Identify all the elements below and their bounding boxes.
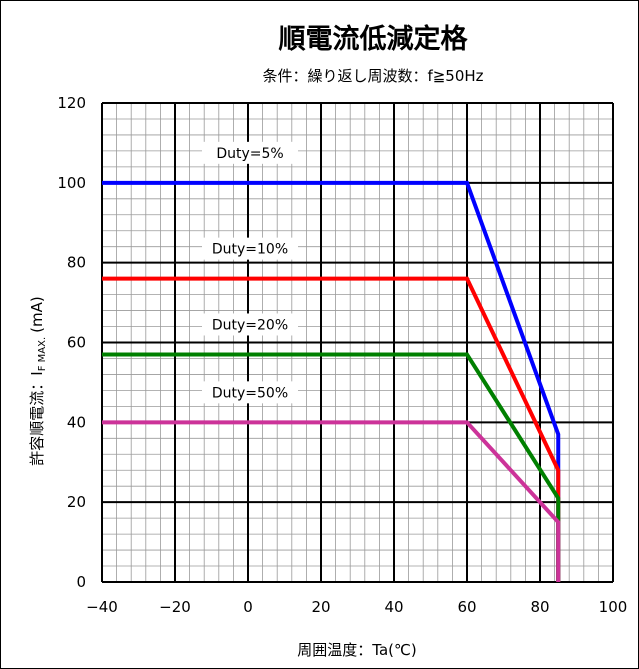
x-tick-label: −40 (86, 598, 118, 616)
y-tick-labels: 0 20 40 60 80 100 120 (57, 94, 86, 591)
series-label-bg-1 (202, 141, 298, 164)
chart-subtitle: 条件：繰り返し周波数：f≧50Hz (262, 67, 483, 85)
y-axis-label-unit: (mA) (28, 296, 46, 333)
x-tick-label: 80 (530, 598, 549, 616)
series-labels: Duty=5% Duty=10% Duty=20% Duty=50% (202, 141, 298, 404)
y-tick-label: 120 (57, 94, 86, 112)
y-tick-label: 60 (67, 334, 86, 352)
series-label-bg-4 (202, 381, 298, 404)
series-lines (102, 180, 561, 582)
y-axis-label-subscript: F MAX. (37, 337, 48, 371)
series-label-2: Duty=10% (212, 242, 288, 258)
series-line-3 (102, 352, 561, 582)
x-tick-label: 0 (243, 598, 253, 616)
x-axis-label: 周囲温度：Ta(℃) (297, 641, 416, 659)
x-tick-label: 20 (311, 598, 330, 616)
x-tick-label: 60 (457, 598, 476, 616)
series-label-bg-3 (202, 313, 298, 336)
x-tick-labels: −40 −20 0 20 40 60 80 100 (86, 598, 627, 616)
y-tick-label: 40 (67, 413, 86, 431)
y-axis-label: 許容順電流：IF MAX. (mA) (28, 296, 48, 465)
series-label-4: Duty=50% (212, 385, 288, 401)
x-tick-label: 40 (384, 598, 403, 616)
chart-title: 順電流低減定格 (279, 23, 469, 55)
series-line-2 (102, 276, 561, 582)
x-tick-label: 100 (599, 598, 628, 616)
series-line-4 (102, 420, 561, 582)
y-axis-label-main: 許容順電流：I (28, 371, 46, 465)
series-label-1: Duty=5% (216, 146, 283, 162)
series-label-bg-2 (202, 237, 298, 260)
y-tick-label: 100 (57, 174, 86, 192)
x-tick-label: −20 (159, 598, 191, 616)
major-grid (101, 102, 614, 583)
series-line-1 (102, 180, 561, 582)
y-tick-label: 20 (67, 493, 86, 511)
series-label-3: Duty=20% (212, 317, 288, 333)
y-tick-label: 0 (76, 573, 86, 591)
y-tick-label: 80 (67, 254, 86, 272)
